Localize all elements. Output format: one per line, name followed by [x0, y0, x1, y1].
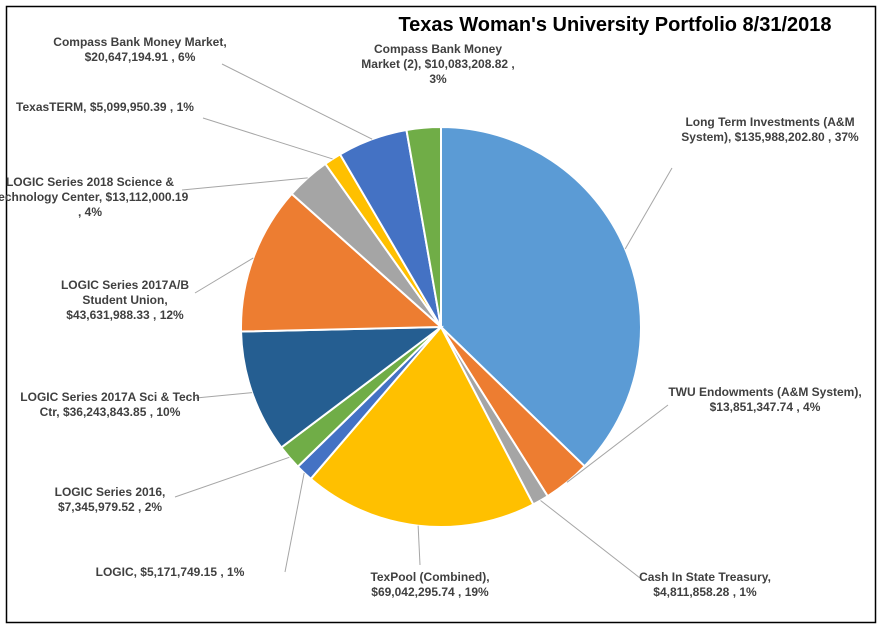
- pie-slice: [440, 125, 642, 468]
- data-label: TexPool (Combined), $69,042,295.74 , 19%: [370, 570, 490, 599]
- pie-slice: [240, 192, 444, 333]
- data-label: LOGIC Series 2018 Science & Technology C…: [0, 175, 189, 219]
- leader-line: [181, 177, 308, 191]
- data-label: LOGIC Series 2017A Sci & Tech Ctr, $36,2…: [20, 390, 200, 419]
- pie-slice: [309, 325, 535, 528]
- data-label: TexasTERM, $5,099,950.39 , 1%: [16, 100, 194, 114]
- data-label: Compass Bank Money Market (2), $10,083,2…: [361, 42, 515, 86]
- leader-line: [624, 167, 673, 250]
- leader-line: [566, 404, 669, 483]
- leader-line: [194, 257, 254, 294]
- pie-slice: [240, 325, 445, 449]
- leader-line: [417, 525, 421, 566]
- data-label: LOGIC Series 2016, $7,345,979.52 , 2%: [54, 485, 166, 514]
- data-label: Long Term Investments (A&M System), $135…: [681, 115, 859, 144]
- data-label: LOGIC Series 2017A/B Student Union, $43,…: [60, 278, 190, 322]
- leader-line: [221, 63, 373, 140]
- leader-line: [540, 500, 641, 579]
- leader-line: [195, 392, 253, 399]
- chart-title: Texas Woman's University Portfolio 8/31/…: [398, 14, 832, 36]
- pie-slice: [405, 125, 442, 328]
- data-label: Cash In State Treasury, $4,811,858.28 , …: [639, 570, 771, 599]
- leader-line: [202, 117, 333, 160]
- data-label: LOGIC, $5,171,749.15 , 1%: [95, 565, 245, 579]
- leader-line: [174, 456, 290, 498]
- leader-line: [284, 472, 305, 573]
- data-label: Compass Bank Money Market, $20,647,194.9…: [53, 35, 227, 64]
- data-label: TWU Endowments (A&M System), $13,851,347…: [668, 385, 862, 414]
